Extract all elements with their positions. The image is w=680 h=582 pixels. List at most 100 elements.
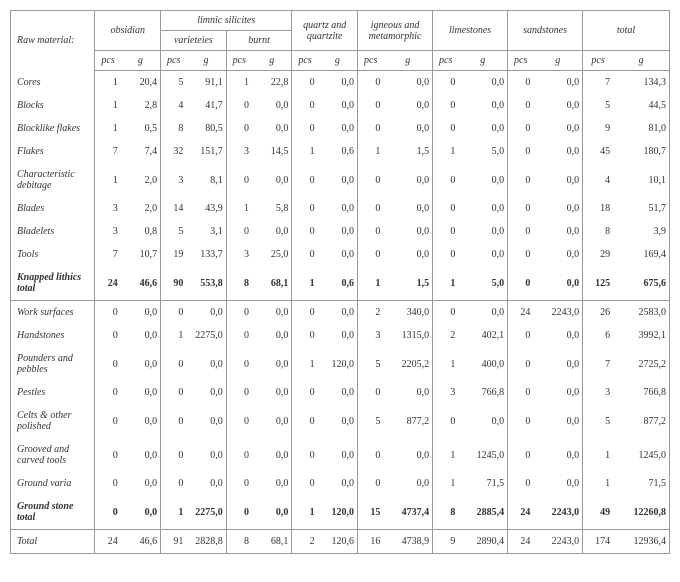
cell-pcs: 0 (95, 472, 121, 495)
cell-g: 0,0 (252, 94, 292, 117)
cell-g: 0,0 (186, 472, 226, 495)
cell-pcs: 0 (292, 117, 318, 140)
table-row: Pestles00,000,000,000,000,03766,800,0376… (11, 381, 670, 404)
cell-pcs: 0 (508, 71, 534, 95)
cell-g: 133,7 (186, 243, 226, 266)
cell-g: 766,8 (458, 381, 507, 404)
cell-g: 0,0 (252, 163, 292, 197)
table-body: Cores120,4591,1122,800,000,000,000,07134… (11, 71, 670, 554)
cell-pcs: 0 (358, 71, 384, 95)
table-header: Raw material: obsidian limnic silicites … (11, 11, 670, 71)
cell-pcs: 0 (292, 163, 318, 197)
row-label: Celts & other polished (11, 404, 95, 438)
cell-pcs: 0 (508, 220, 534, 243)
cell-pcs: 24 (508, 495, 534, 530)
cell-pcs: 0 (358, 94, 384, 117)
cell-pcs: 1 (433, 266, 459, 301)
cell-pcs: 1 (583, 438, 613, 472)
cell-pcs: 0 (226, 301, 252, 325)
cell-pcs: 1 (433, 347, 459, 381)
cell-g: 4738,9 (383, 530, 432, 554)
cell-g: 0,0 (533, 220, 582, 243)
cell-g: 0,0 (458, 117, 507, 140)
cell-pcs: 2 (358, 301, 384, 325)
table-row: Tools710,719133,7325,000,000,000,000,029… (11, 243, 670, 266)
cell-g: 0,0 (533, 94, 582, 117)
cell-g: 0,0 (318, 381, 358, 404)
cell-g: 2205,2 (383, 347, 432, 381)
cell-g: 0,0 (533, 197, 582, 220)
cell-g: 5,8 (252, 197, 292, 220)
cell-pcs: 19 (161, 243, 187, 266)
cell-g: 2243,0 (533, 301, 582, 325)
cell-g: 1245,0 (458, 438, 507, 472)
group-igneous: igneous and metamorphic (358, 11, 433, 51)
cell-g: 44,5 (613, 94, 669, 117)
cell-pcs: 0 (508, 243, 534, 266)
cell-g: 0,0 (186, 438, 226, 472)
cell-g: 0,0 (383, 220, 432, 243)
table-row: Work surfaces00,000,000,000,02340,000,02… (11, 301, 670, 325)
table-row: Blocks12,8441,700,000,000,000,000,0544,5 (11, 94, 670, 117)
cell-pcs: 1 (226, 197, 252, 220)
table-row: Celts & other polished00,000,000,000,058… (11, 404, 670, 438)
cell-g: 0,0 (533, 140, 582, 163)
group-obsidian: obsidian (95, 11, 161, 51)
cell-pcs: 0 (508, 163, 534, 197)
cell-pcs: 0 (95, 404, 121, 438)
cell-pcs: 16 (358, 530, 384, 554)
cell-pcs: 7 (583, 71, 613, 95)
cell-g: 2828,8 (186, 530, 226, 554)
cell-g: 0,0 (318, 117, 358, 140)
cell-g: 0,0 (383, 71, 432, 95)
cell-g: 400,0 (458, 347, 507, 381)
cell-g: 180,7 (613, 140, 669, 163)
unit-pcs: pcs (161, 51, 187, 71)
cell-pcs: 1 (433, 140, 459, 163)
cell-pcs: 1 (161, 324, 187, 347)
cell-pcs: 9 (433, 530, 459, 554)
table-row: Characteristic debitage12,038,100,000,00… (11, 163, 670, 197)
cell-pcs: 0 (95, 301, 121, 325)
cell-g: 1,5 (383, 266, 432, 301)
unit-pcs: pcs (358, 51, 384, 71)
unit-g: g (458, 51, 507, 71)
table-row: Cores120,4591,1122,800,000,000,000,07134… (11, 71, 670, 95)
unit-pcs: pcs (508, 51, 534, 71)
cell-pcs: 0 (292, 472, 318, 495)
cell-g: 0,0 (252, 301, 292, 325)
cell-g: 0,0 (121, 301, 161, 325)
cell-g: 0,0 (186, 381, 226, 404)
cell-g: 2,8 (121, 94, 161, 117)
cell-pcs: 4 (161, 94, 187, 117)
row-label: Work surfaces (11, 301, 95, 325)
cell-pcs: 7 (583, 347, 613, 381)
group-quartz: quartz and quartzite (292, 11, 358, 51)
cell-g: 0,0 (458, 163, 507, 197)
cell-pcs: 7 (95, 140, 121, 163)
cell-pcs: 0 (508, 438, 534, 472)
cell-g: 2725,2 (613, 347, 669, 381)
cell-pcs: 18 (583, 197, 613, 220)
cell-pcs: 8 (226, 266, 252, 301)
cell-g: 0,5 (121, 117, 161, 140)
cell-g: 340,0 (383, 301, 432, 325)
cell-pcs: 0 (358, 243, 384, 266)
cell-g: 0,0 (533, 404, 582, 438)
cell-pcs: 15 (358, 495, 384, 530)
cell-g: 877,2 (383, 404, 432, 438)
cell-pcs: 0 (161, 301, 187, 325)
cell-pcs: 0 (358, 117, 384, 140)
cell-g: 71,5 (613, 472, 669, 495)
cell-pcs: 0 (508, 197, 534, 220)
cell-g: 0,0 (533, 438, 582, 472)
cell-pcs: 0 (95, 438, 121, 472)
row-label: Characteristic debitage (11, 163, 95, 197)
unit-pcs: pcs (292, 51, 318, 71)
cell-pcs: 2 (292, 530, 318, 554)
table-row: Ground varia00,000,000,000,000,0171,500,… (11, 472, 670, 495)
cell-pcs: 1 (292, 140, 318, 163)
cell-pcs: 7 (95, 243, 121, 266)
row-label: Handstones (11, 324, 95, 347)
cell-g: 71,5 (458, 472, 507, 495)
